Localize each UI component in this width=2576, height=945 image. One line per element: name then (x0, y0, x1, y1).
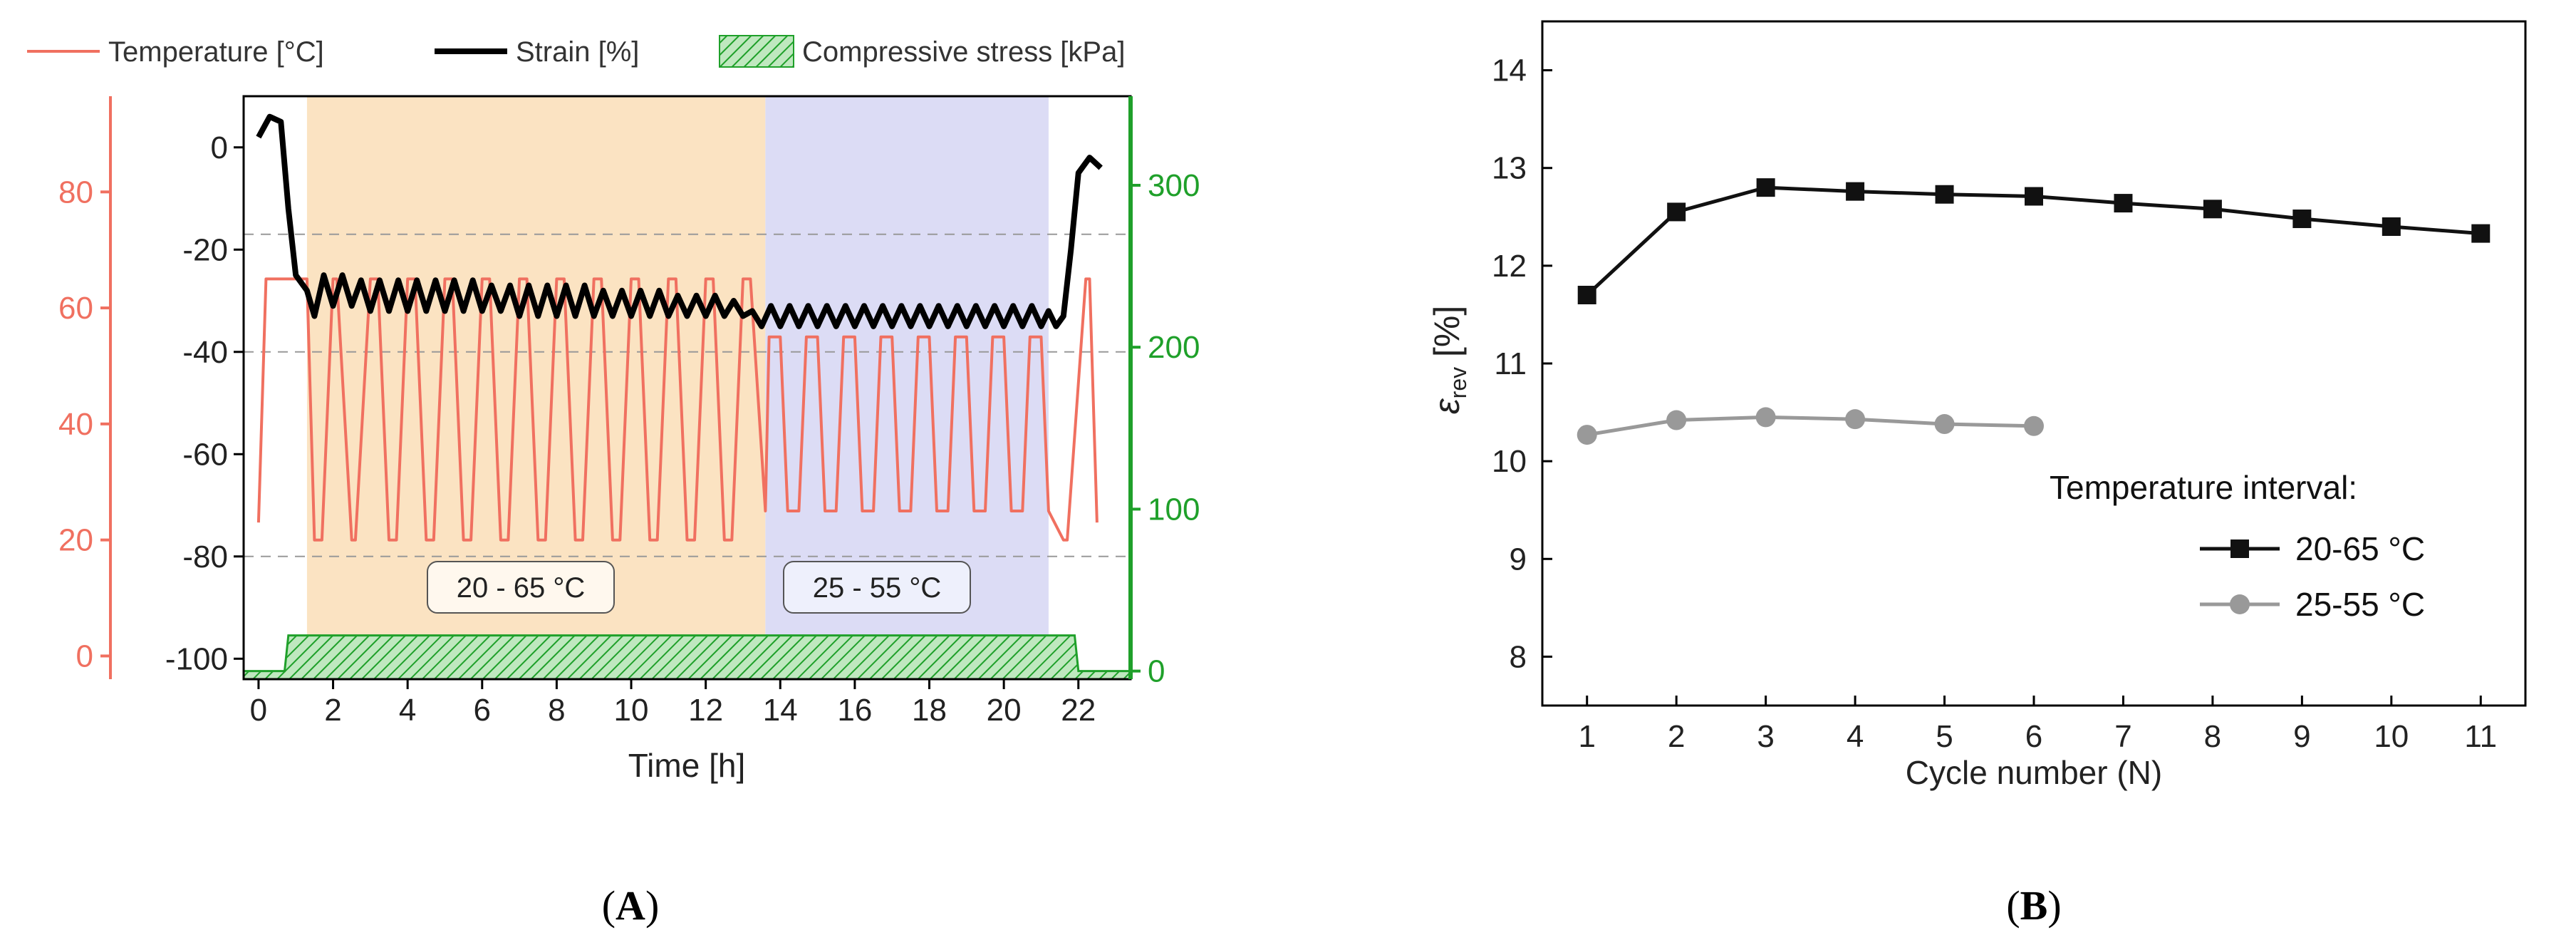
y-axis-title-b: εrev [%] (1427, 306, 1471, 415)
legend-stress-label: Compressive stress [kPa] (802, 36, 1125, 68)
x-tick-label-a: 10 (614, 693, 649, 728)
x-tick-label-b: 7 (2114, 719, 2131, 754)
legend-strain-label: Strain [%] (516, 36, 639, 68)
legend-b-entry: 25-55 °C (2295, 586, 2425, 623)
temperature-tick-label: 0 (76, 639, 93, 673)
y-tick-label-b: 12 (1492, 249, 1527, 284)
temperature-tick-label: 40 (58, 407, 93, 442)
y-tick-label-b: 10 (1492, 444, 1527, 479)
series-temperature-line (256, 277, 1099, 542)
strain-tick-label: -100 (165, 641, 228, 676)
panel-b-label: (B) (2006, 882, 2061, 929)
legend-b-marker (2230, 594, 2250, 614)
stress-tick-label: 100 (1148, 492, 1200, 527)
data-point-circle (1666, 410, 1687, 430)
legend-b-marker (2230, 539, 2249, 558)
strain-tick-label: -60 (182, 437, 228, 472)
x-tick-label-b: 2 (1668, 719, 1685, 754)
interval-label-2: 25 - 55 °C (783, 561, 971, 614)
x-axis-title-b: Cycle number (N) (1906, 754, 2162, 791)
strain-tick-label: 0 (211, 130, 228, 165)
data-point-square (2471, 224, 2491, 243)
data-point-square (1846, 182, 1865, 201)
y-tick-label-b: 13 (1492, 151, 1527, 186)
x-tick-label-a: 14 (763, 693, 798, 728)
x-axis-title-a: Time [h] (628, 747, 745, 784)
stress-tick-label: 0 (1148, 654, 1165, 689)
x-tick-label-b: 8 (2204, 719, 2221, 754)
data-point-square (1756, 178, 1775, 197)
x-tick-label-b: 4 (1847, 719, 1864, 754)
data-point-square (2025, 187, 2043, 206)
panel-a-label: (A) (602, 882, 660, 929)
x-tick-label-b: 1 (1578, 719, 1595, 754)
legend-temperature-label: Temperature [°C] (108, 36, 324, 68)
legend-b-entry: 20-65 °C (2295, 530, 2425, 567)
strain-tick-label: -40 (182, 335, 228, 370)
data-point-circle (2024, 415, 2044, 436)
x-tick-label-a: 4 (399, 693, 416, 728)
x-tick-label-b: 9 (2293, 719, 2310, 754)
data-point-square (2203, 200, 2222, 219)
data-point-circle (1845, 409, 1866, 430)
interval-label-1-text: 20 - 65 °C (457, 572, 586, 604)
x-tick-label-b: 5 (1936, 719, 1953, 754)
data-point-circle (1934, 414, 1955, 435)
data-point-square (1935, 185, 1954, 204)
y-tick-label-b: 11 (1494, 346, 1527, 381)
series-compressive-stress-area (242, 634, 1132, 681)
legend-b: Temperature interval: 20-65 °C 25-55 °C (2050, 469, 2425, 623)
x-tick-label-b: 6 (2025, 719, 2042, 754)
strain-tick-label: -80 (182, 539, 228, 574)
series-line-2 (1586, 415, 2035, 437)
stress-tick-label: 200 (1148, 330, 1200, 365)
x-tick-label-a: 2 (324, 693, 341, 728)
data-point-circle (1755, 407, 1776, 428)
interval-label-2-text: 25 - 55 °C (813, 572, 942, 604)
x-tick-label-b: 3 (1757, 719, 1774, 754)
legend-stress-swatch (719, 35, 794, 68)
data-point-square (2114, 194, 2133, 213)
x-tick-label-a: 16 (837, 693, 872, 728)
panel-a-chart: Temperature [°C] Strain [%] Compressive … (27, 35, 1200, 929)
data-point-square (2382, 217, 2401, 236)
legend-b-title: Temperature interval: (2050, 469, 2357, 506)
strain-tick-label: -20 (182, 232, 228, 267)
data-point-square (2292, 210, 2312, 229)
data-point-square (1577, 286, 1596, 304)
x-tick-label-a: 18 (912, 693, 947, 728)
legend-a: Temperature [°C] Strain [%] Compressive … (27, 35, 1125, 68)
data-point-square (1667, 202, 1686, 222)
data-point-circle (1577, 425, 1597, 445)
stress-tick-label: 300 (1148, 168, 1200, 203)
x-tick-label-a: 12 (688, 693, 723, 728)
y-tick-label-b: 8 (1510, 639, 1527, 674)
x-tick-label-a: 8 (548, 693, 565, 728)
temperature-tick-label: 20 (58, 523, 93, 558)
y-tick-label-b: 14 (1492, 53, 1527, 88)
x-tick-label-b: 11 (2464, 719, 2497, 754)
temperature-tick-label: 60 (58, 291, 93, 326)
x-tick-label-a: 0 (250, 693, 267, 728)
x-tick-label-b: 10 (2374, 719, 2409, 754)
y-tick-label-b: 9 (1510, 542, 1527, 577)
temperature-tick-label: 80 (58, 175, 93, 210)
x-tick-label-a: 6 (474, 693, 491, 728)
x-tick-label-a: 20 (987, 693, 1022, 728)
interval-label-1: 20 - 65 °C (427, 561, 615, 614)
x-tick-label-a: 22 (1061, 693, 1096, 728)
series-strain-line (256, 113, 1103, 329)
